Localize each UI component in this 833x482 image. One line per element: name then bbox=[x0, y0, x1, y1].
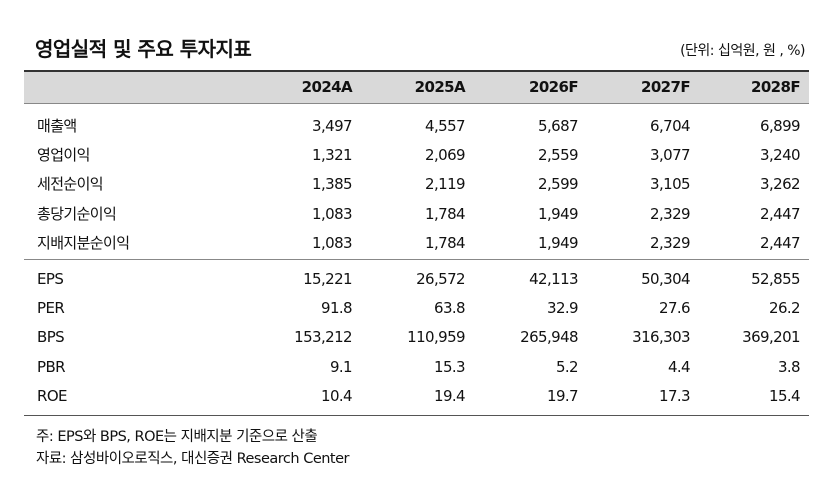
table-cell: 19.4 bbox=[434, 386, 466, 405]
table-cell: 1,321 bbox=[312, 146, 353, 165]
table-cell: 369,201 bbox=[742, 328, 800, 347]
table-cell: 2,447 bbox=[760, 233, 801, 252]
table-cell: 3,262 bbox=[760, 175, 801, 194]
table-cell: 50,304 bbox=[641, 270, 690, 288]
row-label: 지배지분순이익 bbox=[37, 233, 130, 252]
table-cell: 3,105 bbox=[650, 175, 691, 194]
table-cell: 1,949 bbox=[538, 233, 579, 252]
table-cell: 3.8 bbox=[777, 357, 801, 376]
table-title: 영업실적 및 주요 투자지표 bbox=[35, 37, 252, 61]
group-rule bbox=[24, 259, 809, 260]
table-cell: 26.2 bbox=[769, 299, 801, 318]
column-header: 2024A bbox=[301, 78, 353, 96]
row-label: PBR bbox=[37, 357, 66, 376]
table-cell: 153,212 bbox=[294, 328, 352, 347]
table-cell: 316,303 bbox=[632, 328, 690, 347]
table-cell: 2,069 bbox=[425, 146, 466, 165]
unit-label: (단위: 십억원, 원 , %) bbox=[680, 43, 805, 59]
table-cell: 5,687 bbox=[538, 117, 579, 135]
table-cell: 265,948 bbox=[520, 328, 578, 347]
table-cell: 63.8 bbox=[434, 299, 466, 318]
footnote: 주: EPS와 BPS, ROE는 지배지분 기준으로 산출 bbox=[36, 429, 318, 445]
table-cell: 1,083 bbox=[312, 204, 353, 223]
table-cell: 2,329 bbox=[650, 204, 691, 223]
table-cell: 2,599 bbox=[538, 175, 579, 194]
table-cell: 2,447 bbox=[760, 204, 801, 223]
table-cell: 15.3 bbox=[434, 357, 466, 376]
row-label: 영업이익 bbox=[37, 146, 90, 165]
top-rule bbox=[24, 70, 809, 72]
table-cell: 52,855 bbox=[751, 270, 800, 288]
table-cell: 26,572 bbox=[416, 270, 465, 288]
column-header: 2026F bbox=[529, 78, 579, 96]
table-cell: 2,119 bbox=[425, 175, 466, 194]
table-cell: 3,240 bbox=[760, 146, 801, 165]
table-cell: 9.1 bbox=[329, 357, 353, 376]
row-label: 매출액 bbox=[37, 117, 77, 135]
column-header: 2027F bbox=[641, 78, 691, 96]
table-cell: 15.4 bbox=[769, 386, 801, 405]
row-label: 총당기순이익 bbox=[37, 204, 117, 223]
table-cell: 1,083 bbox=[312, 233, 353, 252]
row-label: ROE bbox=[37, 386, 68, 405]
table-cell: 3,077 bbox=[650, 146, 691, 165]
column-header: 2028F bbox=[751, 78, 801, 96]
row-label: EPS bbox=[37, 270, 64, 288]
header-rule bbox=[24, 103, 809, 104]
table-cell: 19.7 bbox=[547, 386, 579, 405]
table-cell: 2,329 bbox=[650, 233, 691, 252]
column-header: 2025A bbox=[414, 78, 466, 96]
table-cell: 6,899 bbox=[760, 117, 801, 135]
table-cell: 1,784 bbox=[425, 204, 466, 223]
table-cell: 110,959 bbox=[407, 328, 465, 347]
table-cell: 17.3 bbox=[659, 386, 691, 405]
table-cell: 32.9 bbox=[547, 299, 579, 318]
table-cell: 91.8 bbox=[321, 299, 353, 318]
table-cell: 1,949 bbox=[538, 204, 579, 223]
table-cell: 10.4 bbox=[321, 386, 353, 405]
row-label: PER bbox=[37, 299, 65, 318]
table-cell: 42,113 bbox=[529, 270, 578, 288]
table-cell: 1,385 bbox=[312, 175, 353, 194]
table-cell: 3,497 bbox=[312, 117, 353, 135]
bottom-rule bbox=[24, 415, 809, 416]
table-cell: 4.4 bbox=[667, 357, 691, 376]
table-cell: 27.6 bbox=[659, 299, 691, 318]
row-label: BPS bbox=[37, 328, 65, 347]
row-label: 세전순이익 bbox=[37, 175, 104, 194]
table-cell: 15,221 bbox=[303, 270, 352, 288]
table-cell: 4,557 bbox=[425, 117, 466, 135]
table-cell: 6,704 bbox=[650, 117, 691, 135]
header-background bbox=[24, 72, 809, 103]
table-cell: 1,784 bbox=[425, 233, 466, 252]
table-cell: 5.2 bbox=[555, 357, 579, 376]
table-cell: 2,559 bbox=[538, 146, 579, 165]
footnote: 자료: 삼성바이오로직스, 대신증권 Research Center bbox=[36, 451, 350, 467]
